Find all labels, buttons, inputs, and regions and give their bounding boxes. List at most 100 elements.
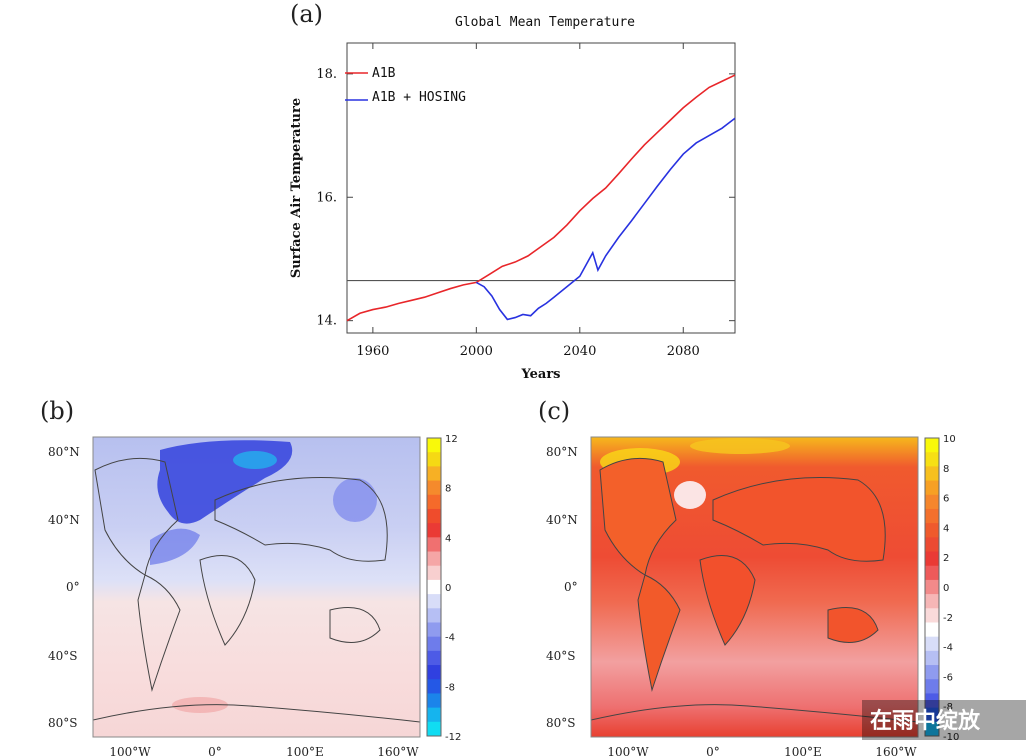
colorbar-tick-label: 0: [943, 583, 949, 594]
colorbar-frame: [924, 437, 940, 737]
panel-b: (b) 80°N 40°N 0° 40°S 80°S 100°W 0° 10: [40, 397, 461, 756]
colorbar-tick-label: 8: [445, 484, 451, 495]
colorbar-swatch: [925, 608, 939, 623]
colorbar-swatch: [925, 636, 939, 652]
colorbar-tick-label: 0: [445, 583, 451, 594]
colorbar-tick-label: -12: [445, 732, 461, 743]
colorbar-swatch: [925, 650, 939, 666]
y-tick-label: 14.: [316, 314, 337, 329]
map-c-frame: [590, 436, 919, 738]
lat-label: 80°S: [48, 716, 78, 730]
colorbar-tick-label: -6: [943, 672, 953, 683]
colorbar-swatch: [427, 466, 441, 482]
colorbar-swatch: [427, 693, 441, 709]
y-axis-label: Surface Air Temperature: [289, 98, 304, 278]
lon-label: 160°W: [875, 745, 917, 756]
colorbar-swatch: [427, 494, 441, 510]
colorbar-swatch: [427, 565, 441, 581]
colorbar-tick-label: -4: [445, 633, 455, 644]
series-line-a1b: [346, 74, 736, 322]
colorbar-tick-label: -8: [445, 682, 455, 693]
colorbar-swatch: [925, 438, 939, 453]
coast-africa: [199, 555, 256, 646]
colorbar-swatch: [427, 650, 441, 666]
coast-eurasia: [712, 477, 886, 562]
colorbar-swatch: [427, 438, 441, 453]
colorbar-swatch: [427, 551, 441, 567]
coast-south-america: [137, 574, 181, 692]
map-b-lat-labels: 80°N 40°N 0° 40°S 80°S: [48, 445, 80, 730]
colorbar-swatch: [427, 480, 441, 496]
plot-frame: [346, 42, 736, 334]
colorbar-swatch: [925, 537, 939, 553]
coast-north-america: [94, 457, 179, 576]
lon-label: 100°W: [607, 745, 649, 756]
coast-north-america: [599, 457, 677, 576]
colorbar-swatch: [925, 665, 939, 680]
lat-label: 40°N: [546, 513, 578, 527]
colorbar-tick-label: -2: [943, 613, 953, 624]
y-tick-label: 16.: [316, 190, 337, 205]
colorbar-tick-label: 10: [943, 434, 956, 445]
colorbar-tick-label: 4: [445, 533, 451, 544]
arctic-warming-2: [690, 438, 790, 454]
colorbar-tick-label: 12: [445, 434, 458, 445]
lat-label: 80°N: [546, 445, 578, 459]
panel-a: (a) Global Mean Temperature 1960 2000 2040…: [289, 0, 736, 382]
colorbar-swatch: [427, 679, 441, 694]
colorbar-tick-label: 2: [943, 553, 949, 564]
panel-a-label: (a): [290, 0, 323, 28]
lon-label: 160°W: [377, 745, 419, 756]
map-b-lon-labels: 100°W 0° 100°E 160°W: [109, 745, 419, 756]
map-c-lat-labels: 80°N 40°N 0° 40°S 80°S: [546, 445, 578, 730]
lat-label: 0°: [564, 580, 578, 594]
coast-africa: [699, 555, 756, 646]
x-tick-label: 2040: [563, 344, 596, 359]
coast-south-america: [637, 574, 681, 692]
colorbar-tick-label: 4: [943, 523, 949, 534]
colorbar-swatch: [427, 636, 441, 652]
colorbar-swatch: [925, 494, 939, 510]
colorbar-swatch: [427, 452, 441, 467]
colorbar-frame: [426, 437, 442, 737]
colorbar-swatch: [925, 594, 939, 609]
colorbar-swatch: [427, 608, 441, 623]
coast-antarctica: [591, 704, 918, 723]
lat-label: 0°: [66, 580, 80, 594]
coast-australia: [329, 607, 381, 643]
colorbar-swatch: [925, 551, 939, 567]
watermark-text: 在雨中绽放: [870, 708, 981, 734]
x-tick-label: 2080: [667, 344, 700, 359]
colorbar-tick-label: -10: [943, 732, 959, 743]
colorbar-swatch: [427, 707, 441, 723]
lat-label: 80°N: [48, 445, 80, 459]
map-b-frame: [92, 436, 421, 738]
colorbar-tick-label: 6: [943, 494, 949, 505]
colorbar-swatch: [925, 707, 939, 723]
coast-antarctica: [93, 704, 420, 723]
colorbar-swatch: [925, 480, 939, 496]
colorbar-swatch: [427, 665, 441, 680]
cooling-peak: [233, 451, 277, 469]
lat-label: 40°N: [48, 513, 80, 527]
panel-c: (c) 80°N 40°N 0° 40°S 80°S 100°W 0° 100°…: [538, 397, 959, 756]
chart-title: Global Mean Temperature: [455, 15, 635, 30]
x-tick-label: 1960: [356, 344, 389, 359]
y-axis: 14. 16. 18.: [316, 67, 735, 329]
legend-label-a1b: A1B: [372, 66, 396, 81]
cold-spot-north-atlantic: [674, 481, 706, 509]
colorbar-swatch: [427, 579, 441, 595]
colorbar-swatch: [925, 452, 939, 467]
lat-label: 40°S: [546, 649, 576, 663]
colorbar-swatch: [427, 508, 441, 524]
lon-label: 0°: [208, 745, 222, 756]
colorbar-swatch: [427, 594, 441, 609]
cooling-asia: [333, 478, 377, 522]
colorbar-tick-label: 8: [943, 464, 949, 475]
colorbar-tick-label: -8: [943, 702, 953, 713]
colorbar-swatch: [925, 679, 939, 694]
coast-australia: [827, 607, 879, 643]
colorbar-swatch: [427, 523, 441, 538]
colorbar-swatch: [427, 622, 441, 638]
